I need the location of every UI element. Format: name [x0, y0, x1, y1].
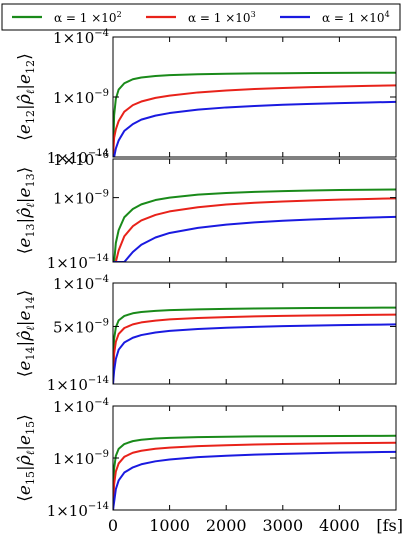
- panel-4-ytick-label-3: 1×10−14: [47, 501, 109, 520]
- panel-1-ytick-label-2: 1×10−9: [53, 88, 109, 107]
- legend-label-3: α = 1 ×104: [322, 10, 390, 25]
- panel-2-ylabel: ⟨e13|ρ̂ℓ|e13⟩: [15, 167, 37, 254]
- panel-2-series-2: [113, 197, 396, 262]
- panel-3-frame: [112, 282, 397, 385]
- panel-4: 1×10−4 1×10−9 1×10−14 ⟨e15|ρ̂ℓ|e15⟩: [15, 397, 397, 520]
- xtick-label-5: 4000: [319, 516, 360, 535]
- panel-4-ylabel: ⟨e15|ρ̂ℓ|e15⟩: [15, 414, 37, 501]
- panel-1-ytick-label-3: 1×10−14: [47, 148, 109, 167]
- panel-3-ytick-label-2: 5×10−9: [53, 317, 109, 336]
- panel-1-series-1: [113, 71, 396, 157]
- panel-2-ytick-label-3: 1×10−14: [47, 253, 109, 272]
- panel-2-frame: [112, 158, 397, 263]
- x-unit-label: [fs]: [376, 516, 403, 535]
- legend: α = 1 ×102 α = 1 ×103 α = 1 ×104: [1, 3, 401, 31]
- panel-1-series-3: [113, 100, 396, 157]
- xtick-label-2: 1000: [149, 516, 190, 535]
- panel-2-series-1: [113, 188, 396, 262]
- panel-1-ytick-label-1: 1×10−4: [53, 28, 109, 47]
- panel-2-series-3: [113, 215, 396, 262]
- panels: 1×10−41×10−91×10−14⟨e12|ρ̂ℓ|e12⟩1×10−61×…: [15, 28, 397, 520]
- panel-3-ytick-label-1: 1×10−4: [53, 274, 109, 293]
- panel-1: 1×10−4 1×10−9 1×10−14 ⟨e12|ρ̂ℓ|e12⟩: [15, 28, 397, 167]
- panel-2-ytick-label-1: 1×10−6: [53, 150, 109, 169]
- panel-1-series-2: [113, 84, 396, 157]
- panel-3-ylabel: ⟨e14|ρ̂ℓ|e14⟩: [15, 290, 37, 377]
- panel-4-frame: [112, 405, 397, 511]
- panel-4-series-1: [113, 434, 396, 510]
- panel-1-ylabel: ⟨e12|ρ̂ℓ|e12⟩: [15, 53, 37, 140]
- xtick-label-4: 3000: [262, 516, 303, 535]
- panel-4-series-3: [113, 450, 396, 510]
- panel-3-series-1: [113, 306, 396, 384]
- panel-2-ytick-label-2: 1×10−9: [53, 189, 109, 208]
- panel-4-series-2: [113, 441, 396, 510]
- legend-frame: [1, 3, 401, 31]
- panel-3-series-2: [113, 313, 396, 384]
- xtick-label-3: 2000: [206, 516, 247, 535]
- panel-3-series-3: [113, 323, 396, 384]
- panel-3: 1×10−4 5×10−9 1×10−14 ⟨e14|ρ̂ℓ|e14⟩: [15, 274, 397, 394]
- legend-label-1: α = 1 ×102: [54, 10, 122, 25]
- panel-2: 1×10−6 1×10−9 1×10−14 ⟨e13|ρ̂ℓ|e13⟩: [15, 150, 397, 272]
- panel-3-ytick-label-3: 1×10−14: [47, 375, 109, 394]
- shared-x-axis: 0 1000 2000 3000 4000 [fs]: [108, 516, 403, 535]
- legend-label-2: α = 1 ×103: [188, 10, 256, 25]
- panel-4-ytick-label-1: 1×10−4: [53, 397, 109, 416]
- panel-4-ytick-label-2: 1×10−9: [53, 449, 109, 468]
- xtick-label-1: 0: [108, 516, 118, 535]
